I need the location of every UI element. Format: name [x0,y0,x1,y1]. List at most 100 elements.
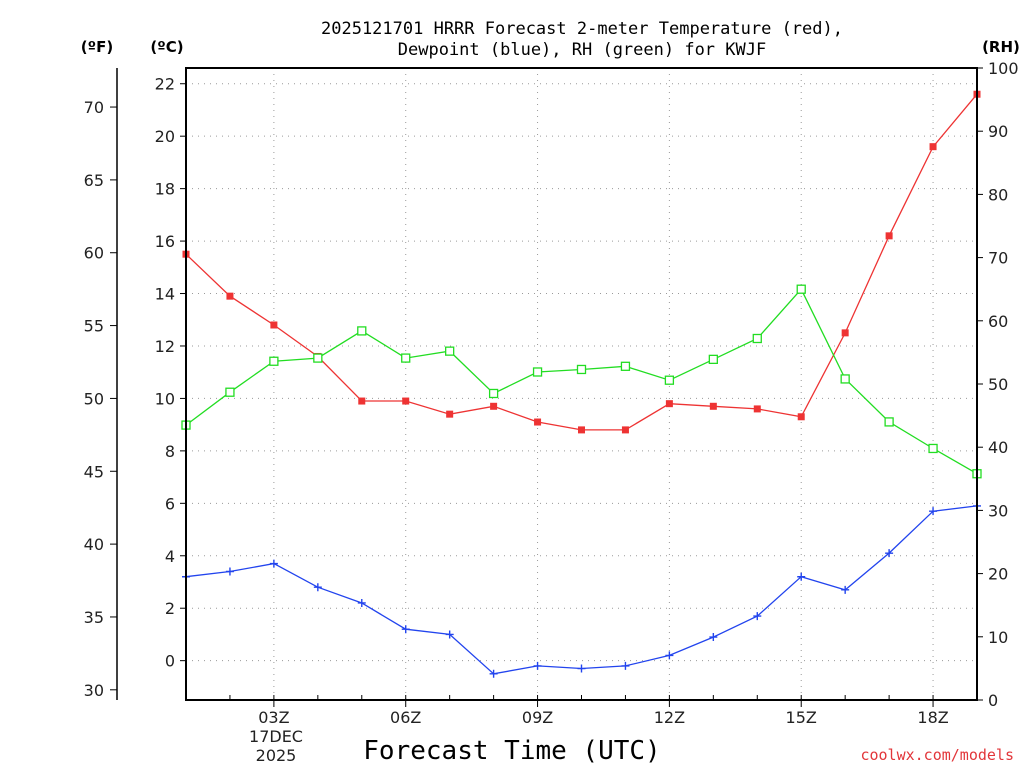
rh-tick-label: 80 [988,185,1008,204]
dewpoint-point [313,583,322,592]
fahrenheit-tick-label: 50 [84,389,104,408]
x-tick-label: 18Z [917,708,948,727]
celsius-axis-ticks: 0 2 4 6 8 10 12 14 16 18 20 22 [155,75,186,671]
series-layer [181,90,982,678]
date-day-label: 17DEC [249,727,303,746]
fahrenheit-tick-label: 60 [84,244,104,263]
temperature-point [534,418,542,426]
grid-lines [186,68,977,700]
dewpoint-point [445,630,454,639]
celsius-tick-label: 12 [155,337,175,356]
dewpoint-line [185,505,978,675]
rh-point [357,326,367,336]
fahrenheit-tick-label: 70 [84,98,104,117]
dewpoint-point [577,664,586,673]
temperature-point [709,402,717,410]
rh-tick-label: 30 [988,501,1008,520]
temperature-line [185,93,978,431]
rh-tick-label: 50 [988,375,1008,394]
rh-tick-label: 70 [988,249,1008,268]
dewpoint-point [401,625,410,634]
dewpoint-point [709,633,718,642]
fahrenheit-tick-label: 30 [84,681,104,700]
plot-frame [185,67,978,701]
dewpoint-point [665,651,674,660]
temperature-point [446,410,454,418]
temperature-point [621,426,629,434]
rh-point [840,374,850,384]
rh-point [313,353,323,363]
rh-point [884,417,894,427]
series-temperature [182,90,981,434]
chart-title-line-2: Dewpoint (blue), RH (green) for KWJF [398,40,766,60]
fahrenheit-axis-ticks: 30 35 40 45 50 55 60 65 70 [84,98,117,700]
chart-title-line-1: 2025121701 HRRR Forecast 2-meter Tempera… [321,19,843,39]
celsius-tick-label: 18 [155,180,175,199]
temperature-point [753,405,761,413]
dewpoint-point [225,567,234,576]
dewpoint-point [797,572,806,581]
rh-point [225,387,235,397]
rh-point [664,375,675,385]
rh-point [708,354,718,365]
rh-point [401,353,411,363]
celsius-tick-label: 0 [165,652,175,671]
temperature-point [226,292,234,300]
temperature-point [402,397,410,405]
fahrenheit-tick-label: 35 [84,608,104,627]
rh-tick-label: 90 [988,122,1008,141]
rh-point [928,443,938,454]
dewpoint-point [885,549,894,558]
dewpoint-point [929,507,938,516]
x-axis-ticks: 03Z 06Z 09Z 12Z 15Z 18Z [229,695,949,727]
fahrenheit-tick-label: 65 [84,171,104,190]
celsius-tick-label: 10 [155,389,175,408]
fahrenheit-tick-label: 55 [84,317,104,336]
dewpoint-point [489,669,498,678]
temperature-point [665,400,673,408]
rh-axis-ticks: 0 10 20 30 40 50 60 70 80 90 100 [977,59,1019,710]
series-rh [181,284,982,479]
dewpoint-point [269,559,278,568]
x-tick-label: 09Z [522,708,553,727]
x-tick-label: 12Z [654,708,685,727]
temperature-point [841,329,849,337]
rh-tick-label: 40 [988,438,1008,457]
rh-tick-label: 100 [988,59,1019,78]
celsius-tick-label: 22 [155,75,175,94]
celsius-tick-label: 4 [165,547,175,566]
x-axis-title: Forecast Time (UTC) [363,736,660,766]
celsius-tick-label: 8 [165,442,175,461]
rh-point [269,356,279,366]
rh-line [185,288,978,475]
x-tick-label: 15Z [786,708,817,727]
celsius-tick-label: 2 [165,599,175,618]
dewpoint-point [841,585,850,594]
celsius-tick-label: 14 [155,285,175,304]
fahrenheit-unit-label: (ºF) [81,38,113,56]
rh-point [488,388,499,399]
dewpoint-point [753,612,762,621]
temperature-point [885,232,893,240]
rh-tick-label: 60 [988,312,1008,331]
fahrenheit-tick-label: 40 [84,535,104,554]
rh-tick-label: 0 [988,691,998,710]
rh-point [445,346,455,356]
celsius-tick-label: 20 [155,127,175,146]
temperature-point [797,413,805,421]
rh-unit-label: (RH) [982,38,1020,56]
temperature-point [929,143,937,151]
series-dewpoint [182,501,981,678]
temperature-point [578,426,585,434]
date-year-label: 2025 [256,746,297,765]
temperature-point [270,321,278,329]
x-tick-label: 06Z [390,708,421,727]
celsius-tick-label: 6 [165,494,175,513]
rh-tick-label: 10 [988,628,1008,647]
rh-point [796,284,806,294]
x-tick-label: 03Z [258,708,289,727]
dewpoint-point [357,598,366,607]
celsius-tick-label: 16 [155,232,175,251]
credit-link[interactable]: coolwx.com/models [860,746,1014,764]
